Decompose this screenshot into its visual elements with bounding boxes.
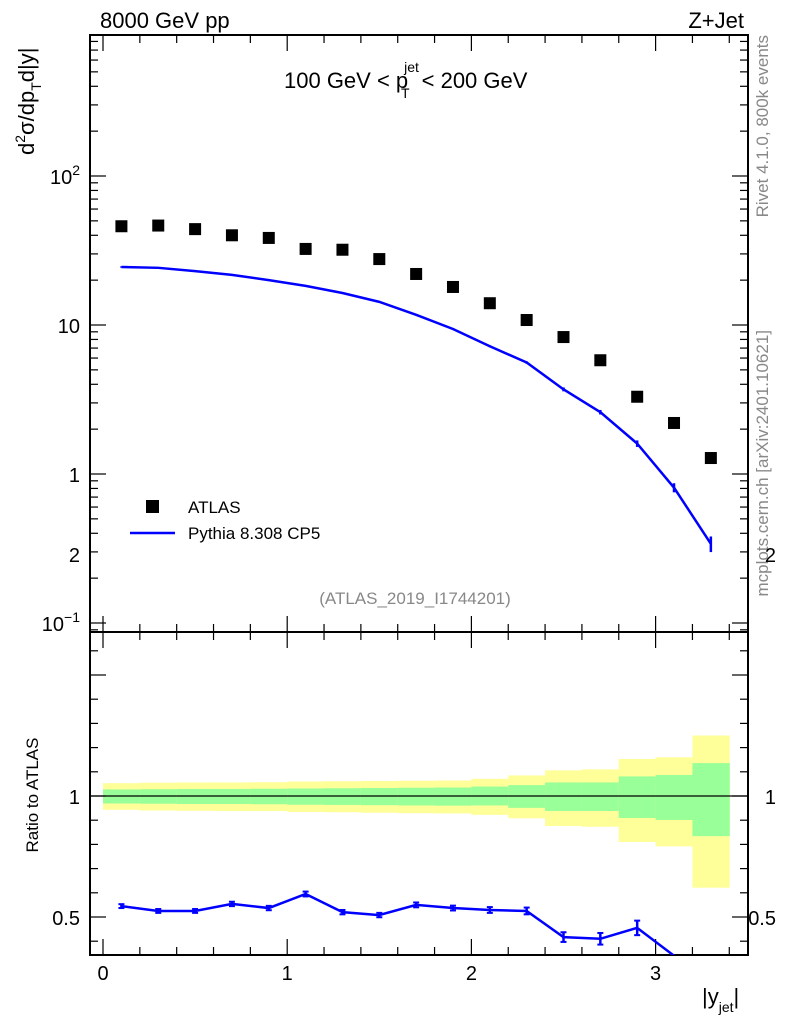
atlas-data-point xyxy=(483,297,496,310)
x-axis-label: |yjet| xyxy=(702,984,739,1015)
atlas-data-point xyxy=(704,452,717,465)
ratio-plot-frame xyxy=(89,631,749,956)
atlas-data-point xyxy=(225,229,238,242)
y-tick-label: 1 xyxy=(69,465,80,487)
legend: ATLAS Pythia 8.308 CP5 xyxy=(130,498,320,543)
x-tick-label: 2 xyxy=(466,963,477,985)
atlas-data-point xyxy=(520,314,533,327)
atlas-data-point xyxy=(115,220,128,233)
legend-atlas-marker xyxy=(146,500,159,513)
atlas-data-point xyxy=(668,416,681,429)
atlas-data-point xyxy=(373,253,386,266)
ratio-band-green xyxy=(545,782,583,812)
atlas-data-point xyxy=(446,280,459,293)
y-tick-label: 10−1 xyxy=(42,609,80,636)
ratio-band-green xyxy=(581,782,620,812)
ratio-y-axis-label: Ratio to ATLAS xyxy=(23,738,42,853)
atlas-data-point xyxy=(336,243,349,256)
atlas-data-point xyxy=(410,267,423,280)
ratio-tick-label-left: 1 xyxy=(69,787,80,809)
atlas-data-point xyxy=(594,354,607,367)
atlas-data-point xyxy=(557,331,570,344)
legend-pythia-label: Pythia 8.308 CP5 xyxy=(188,524,320,543)
atlas-data-point xyxy=(262,231,275,244)
analysis-id: (ATLAS_2019_I1744201) xyxy=(319,589,511,608)
atlas-data-point xyxy=(631,390,644,403)
y-tick-label: 10 xyxy=(58,316,80,338)
ratio-band-green xyxy=(618,776,657,819)
x-tick-label: 0 xyxy=(97,963,108,985)
atlas-data-point xyxy=(152,219,165,232)
atlas-data-point xyxy=(189,223,202,236)
header-left: 8000 GeV pp xyxy=(100,8,230,33)
ratio-tick-label-right: 2 xyxy=(765,545,776,567)
ratio-band-green xyxy=(434,787,472,806)
header-right: Z+Jet xyxy=(688,8,744,33)
ratio-band-green xyxy=(324,788,362,805)
ratio-tick-label-left: 2 xyxy=(69,545,80,567)
atlas-data-point xyxy=(299,242,312,255)
x-tick-label: 3 xyxy=(650,963,661,985)
ratio-band-green xyxy=(360,788,399,806)
ratio-tick-label-left: 0.5 xyxy=(52,908,80,930)
legend-atlas-label: ATLAS xyxy=(188,498,241,517)
ratio-tick-label-right: 1 xyxy=(765,787,776,809)
mcplots-label: mcplots.cern.ch [arXiv:2401.10621] xyxy=(753,330,772,596)
ratio-tick-label-right: 0.5 xyxy=(748,908,776,930)
x-tick-label: 1 xyxy=(282,963,293,985)
ratio-band-green xyxy=(287,788,325,805)
y-tick-label: 102 xyxy=(50,162,80,189)
ratio-band-green xyxy=(397,787,436,806)
y-axis-label: d2σ/dpTd|y| xyxy=(12,48,44,155)
rivet-version-label: Rivet 4.1.0, 800k events xyxy=(753,35,772,217)
plot-title: 100 GeV < pjet T < 200 GeV xyxy=(284,59,528,101)
ratio-band-green xyxy=(655,774,693,820)
ratio-band-green xyxy=(692,763,730,837)
